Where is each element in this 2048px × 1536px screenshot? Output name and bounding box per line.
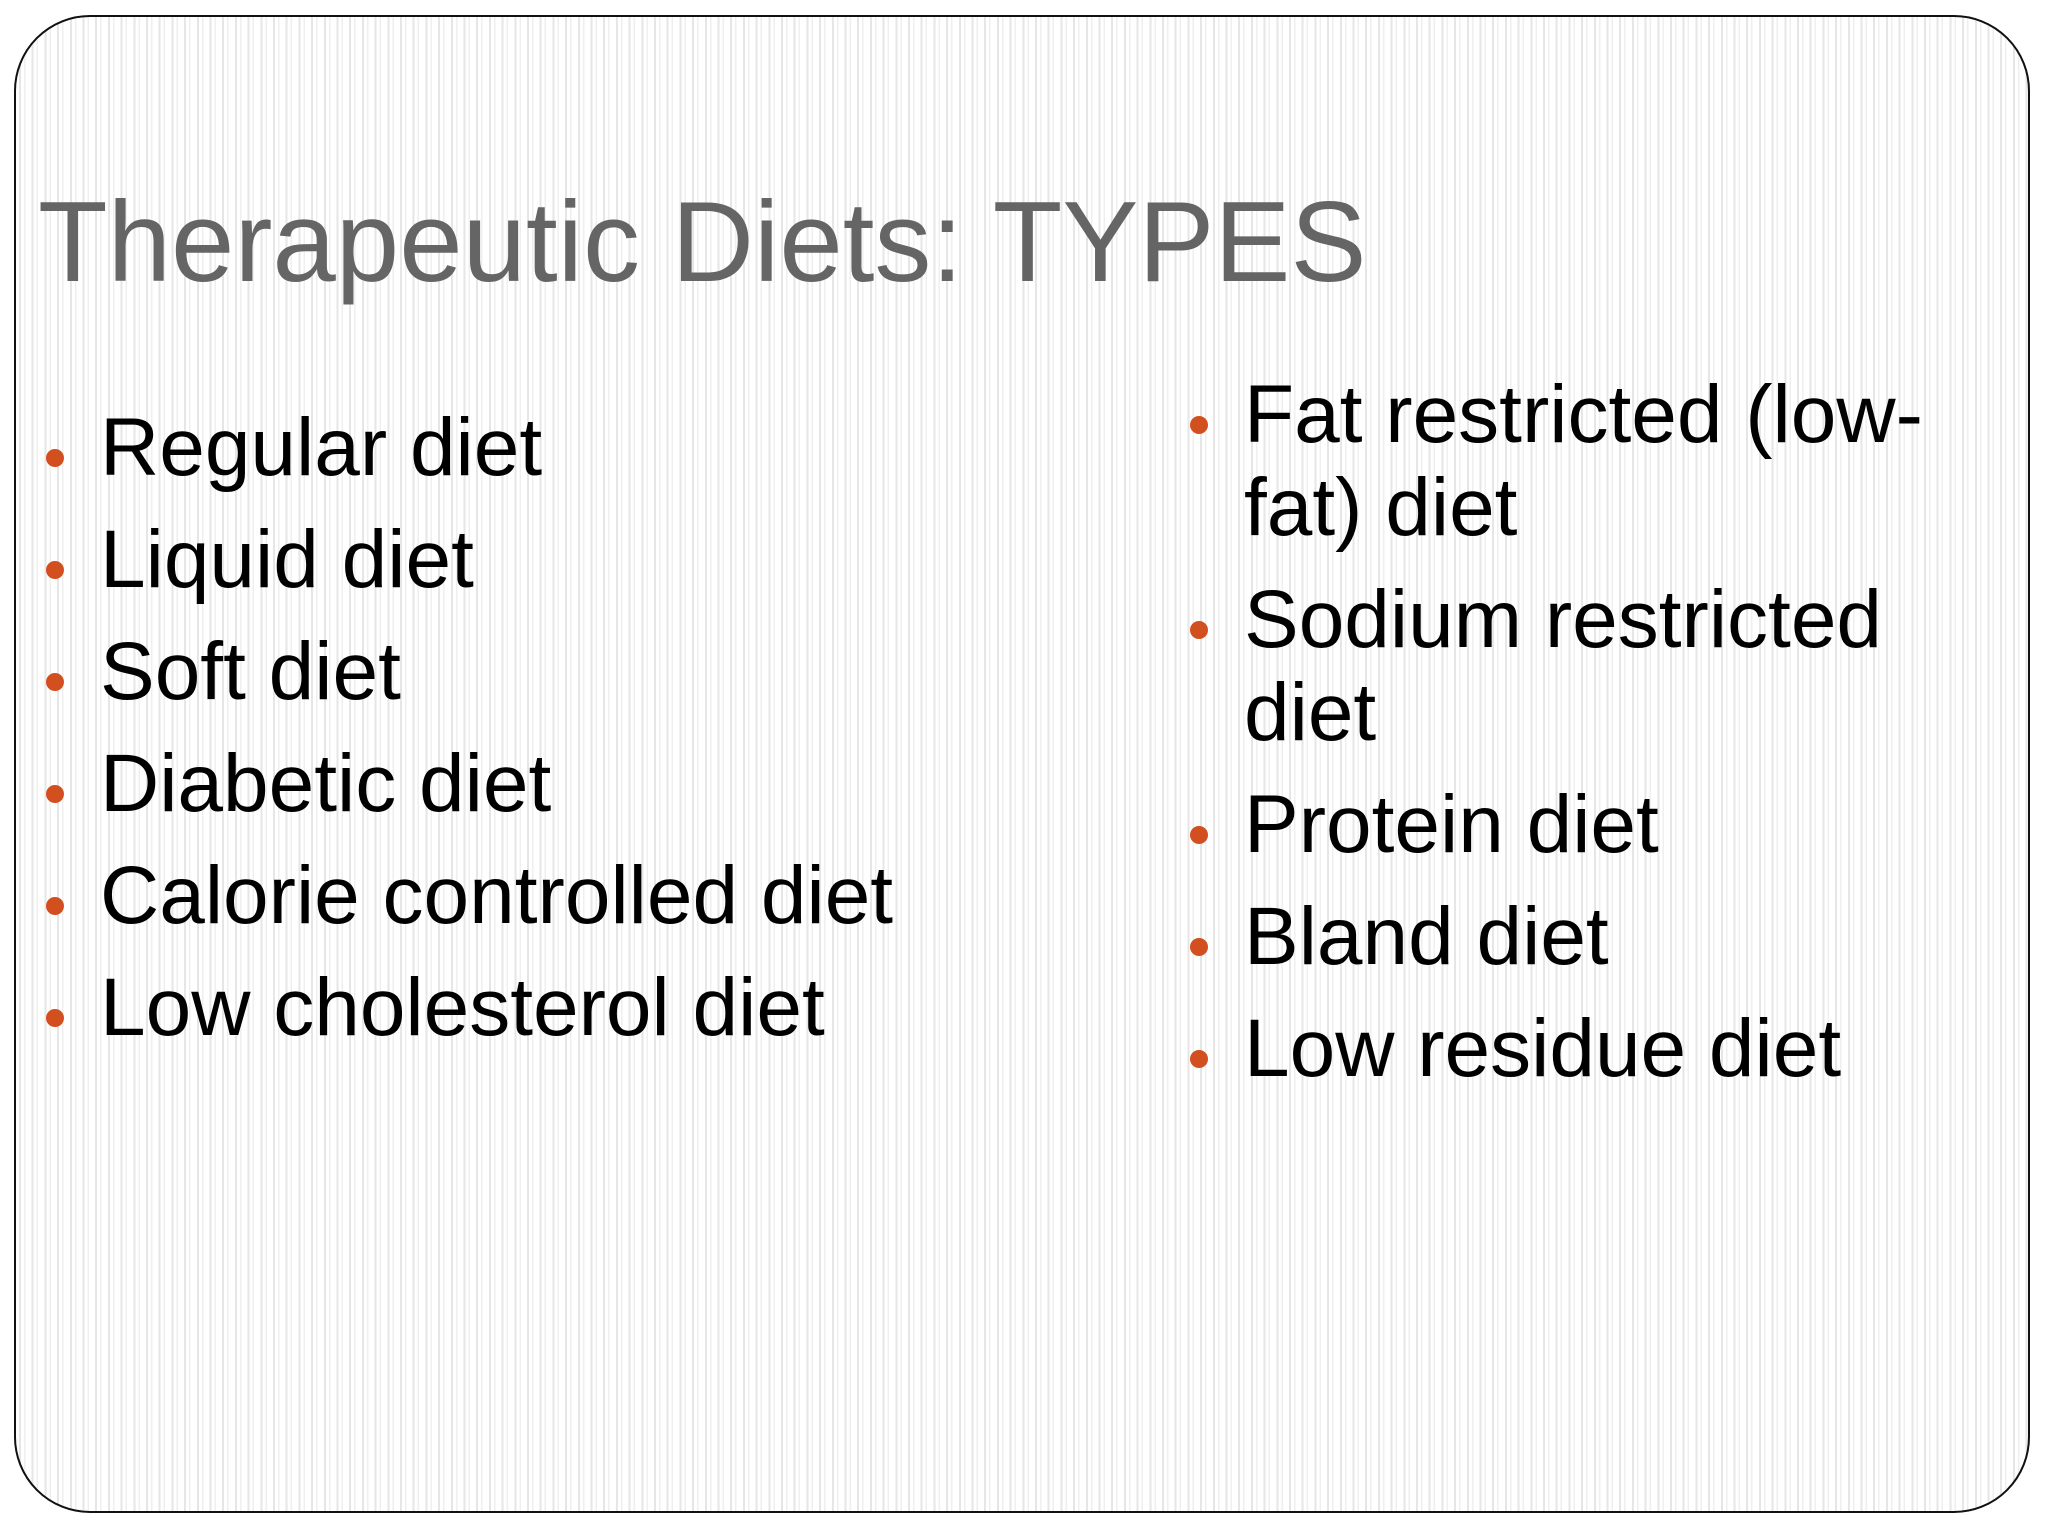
list-item: Liquid diet	[46, 513, 1150, 625]
list-item-text: Low residue diet	[1244, 1003, 1842, 1094]
bullet-dot-icon	[46, 561, 64, 579]
list-item-text: Diabetic diet	[100, 738, 552, 829]
list-item: Protein diet	[1190, 778, 2034, 890]
list-item: Regular diet	[46, 401, 1150, 513]
bullet-dot-icon	[1190, 938, 1208, 956]
list-item: Sodium restricted diet	[1190, 573, 2034, 778]
list-item: Diabetic diet	[46, 737, 1150, 849]
list-item-text: Sodium restricted diet	[1244, 574, 1883, 758]
list-item-text: Regular diet	[100, 402, 543, 493]
list-item-text: Liquid diet	[100, 514, 474, 605]
bullet-dot-icon	[46, 673, 64, 691]
slide: Therapeutic Diets: TYPES Regular diet Li…	[14, 15, 2030, 1513]
list-item: Calorie controlled diet	[46, 849, 1150, 961]
bullet-dot-icon	[46, 449, 64, 467]
list-item: Bland diet	[1190, 890, 2034, 1002]
list-item-text: Calorie controlled diet	[100, 850, 894, 941]
list-item: Low cholesterol diet	[46, 961, 1150, 1073]
slide-title: Therapeutic Diets: TYPES	[38, 179, 1367, 306]
list-item: Low residue diet	[1190, 1002, 2034, 1114]
list-item-text: Low cholesterol diet	[100, 962, 825, 1053]
bullet-dot-icon	[46, 785, 64, 803]
list-item: Soft diet	[46, 625, 1150, 737]
list-item-text: Fat restricted (low-fat) diet	[1244, 369, 1923, 553]
left-bullet-list: Regular diet Liquid diet Soft diet Diabe…	[46, 401, 1150, 1073]
bullet-dot-icon	[1190, 1050, 1208, 1068]
bullet-dot-icon	[46, 1009, 64, 1027]
list-item-text: Protein diet	[1244, 779, 1659, 870]
right-bullet-list: Fat restricted (low-fat) diet Sodium res…	[1190, 368, 2034, 1114]
bullet-dot-icon	[1190, 826, 1208, 844]
bullet-dot-icon	[1190, 621, 1208, 639]
bullet-dot-icon	[1190, 416, 1208, 434]
list-item-text: Soft diet	[100, 626, 401, 717]
list-item: Fat restricted (low-fat) diet	[1190, 368, 2034, 573]
list-item-text: Bland diet	[1244, 891, 1609, 982]
bullet-dot-icon	[46, 897, 64, 915]
